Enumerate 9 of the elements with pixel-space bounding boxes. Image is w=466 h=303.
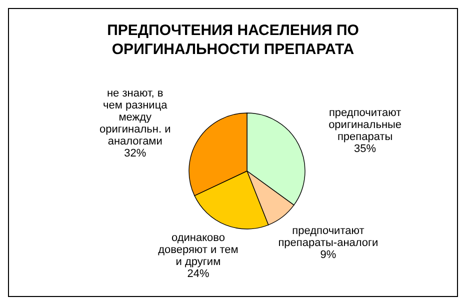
slice-label: предпочитают оригинальные препараты bbox=[328, 107, 402, 144]
slice-label: одинаково доверяют и тем и другим bbox=[158, 232, 238, 268]
slice-label: предпочитают препараты-аналоги bbox=[278, 225, 378, 250]
data-label: 35% bbox=[354, 143, 376, 156]
chart-title: ПРЕДПОЧТЕНИЯ НАСЕЛЕНИЯ ПО ОРИГИНАЛЬНОСТИ ПРЕПАРАТА bbox=[106, 21, 360, 60]
data-label: 24% bbox=[187, 268, 210, 280]
slice-label: не знают, в чем разница между оригинальн. и аналогами bbox=[100, 88, 171, 148]
data-label: 9% bbox=[320, 249, 336, 262]
data-label: 32% bbox=[124, 148, 146, 160]
